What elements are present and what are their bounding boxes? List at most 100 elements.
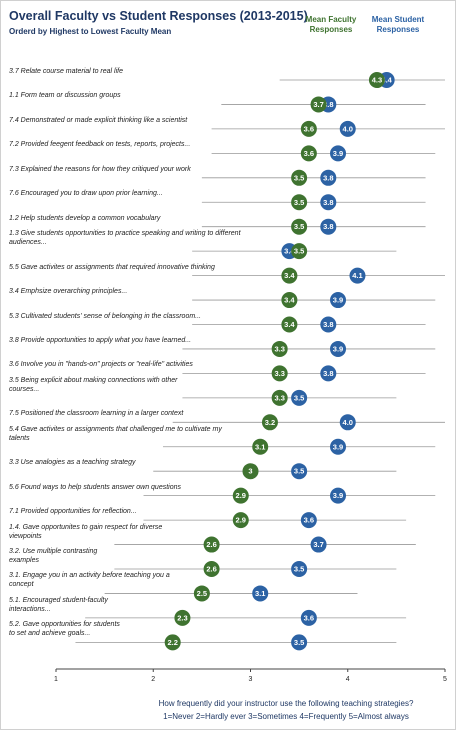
dot bbox=[291, 218, 308, 235]
dot bbox=[271, 340, 288, 357]
value-label: 4.3 bbox=[372, 76, 382, 85]
dot bbox=[320, 316, 337, 333]
dot bbox=[291, 561, 308, 577]
dot bbox=[203, 561, 220, 577]
value-label: 3.5 bbox=[294, 565, 304, 574]
value-label: 2.9 bbox=[236, 516, 246, 525]
dot bbox=[310, 536, 327, 553]
category-label: 3.2. Use multiple contrasting examples bbox=[9, 548, 98, 564]
value-label: 3.5 bbox=[294, 247, 304, 256]
dot bbox=[349, 267, 366, 284]
category-label: 7.5 Positioned the classroom learning in… bbox=[9, 410, 184, 418]
category-label: 5.1. Encouraged student-faculty interact… bbox=[9, 596, 108, 613]
value-label: 3.6 bbox=[304, 149, 314, 158]
value-label: 3.8 bbox=[323, 222, 333, 231]
x-tick-label: 5 bbox=[443, 676, 447, 683]
value-label: 2.3 bbox=[177, 613, 187, 622]
value-label: 3.8 bbox=[323, 369, 333, 378]
dot bbox=[291, 243, 308, 260]
category-label: 5.3 Cultivated students' sense of belong… bbox=[9, 312, 202, 320]
category-label: 3.7 Relate course material to real life bbox=[9, 68, 123, 75]
dot bbox=[320, 218, 337, 235]
value-label: 3.5 bbox=[294, 638, 304, 647]
category-label: 5.5 Gave activites or assignments that r… bbox=[9, 263, 215, 271]
category-label: 1.3 Give students opportunities to pract… bbox=[9, 230, 241, 247]
dot bbox=[252, 585, 269, 602]
dot bbox=[330, 292, 347, 309]
value-label: 3.5 bbox=[294, 198, 304, 207]
dot bbox=[164, 634, 181, 651]
value-label: 3.4 bbox=[284, 271, 295, 280]
dot bbox=[174, 609, 191, 626]
chart-title: Overall Faculty vs Student Responses (20… bbox=[9, 9, 308, 23]
value-label: 4.0 bbox=[343, 418, 353, 427]
value-label: 3.3 bbox=[274, 369, 284, 378]
dot bbox=[232, 487, 249, 504]
dot bbox=[281, 292, 298, 309]
value-label: 3.5 bbox=[294, 173, 304, 182]
category-label: 7.1 Provided opportunities for reflectio… bbox=[9, 508, 137, 516]
dot bbox=[320, 365, 337, 382]
x-tick-label: 2 bbox=[151, 676, 155, 683]
dot bbox=[300, 120, 317, 137]
dot bbox=[281, 267, 298, 284]
value-label: 3.1 bbox=[255, 442, 265, 451]
value-label: 3.5 bbox=[294, 222, 304, 231]
dot bbox=[291, 194, 308, 211]
x-tick-label: 4 bbox=[346, 676, 350, 683]
dot bbox=[291, 169, 308, 186]
category-label: 3.5 Being explicit about making connecti… bbox=[9, 376, 178, 393]
value-label: 3.9 bbox=[333, 491, 343, 500]
value-label: 2.5 bbox=[197, 589, 207, 598]
dot bbox=[368, 72, 385, 88]
category-label: 7.3 Explained the reasons for how they c… bbox=[9, 165, 191, 173]
category-label: 1.2 Help students develop a common vocab… bbox=[9, 214, 161, 222]
dot bbox=[291, 389, 308, 406]
dot bbox=[261, 414, 278, 431]
category-label: 3.4 Emphsize overarching principles... bbox=[9, 288, 128, 296]
dot bbox=[320, 194, 337, 211]
dot bbox=[203, 536, 220, 553]
value-label: 3.5 bbox=[294, 467, 304, 476]
value-label: 3.7 bbox=[313, 540, 323, 549]
value-label: 3.4 bbox=[284, 247, 295, 256]
category-label: 7.4 Demonstrated or made explicit thinki… bbox=[9, 116, 188, 124]
dot bbox=[232, 512, 249, 529]
value-label: 3.1 bbox=[255, 589, 265, 598]
value-label: 3.8 bbox=[323, 198, 333, 207]
value-label: 3.9 bbox=[333, 296, 343, 305]
dot bbox=[339, 120, 356, 137]
category-label: 5.2. Gave opportunities for students to … bbox=[9, 621, 120, 638]
dot bbox=[252, 438, 269, 455]
dot bbox=[271, 365, 288, 382]
dot bbox=[291, 463, 308, 480]
value-label: 3.3 bbox=[274, 344, 284, 353]
value-label: 4.4 bbox=[381, 76, 392, 85]
category-label: 7.6 Encouraged you to draw upon prior le… bbox=[9, 190, 163, 198]
value-label: 3.7 bbox=[313, 100, 323, 109]
chart-subtitle: Orderd by Highest to Lowest Faculty Mean bbox=[9, 27, 172, 36]
dot bbox=[291, 634, 308, 651]
legend-entry: Mean Student Responses bbox=[371, 15, 425, 34]
category-label: 3.3 Use analogies as a teaching strategy bbox=[9, 459, 136, 467]
value-label: 2.6 bbox=[206, 565, 216, 574]
dot bbox=[242, 463, 259, 480]
value-label: 3.2 bbox=[265, 418, 275, 427]
value-label: 2.9 bbox=[236, 491, 246, 500]
dot bbox=[339, 414, 356, 431]
category-label: 7.2 Provided feegent feedback on tests, … bbox=[9, 141, 191, 149]
value-label: 3.8 bbox=[323, 320, 333, 329]
value-label: 4.0 bbox=[343, 124, 353, 133]
x-scale-note: 1=Never 2=Hardly ever 3=Sometimes 4=Freq… bbox=[163, 712, 409, 721]
value-label: 2.2 bbox=[167, 638, 177, 647]
category-label: 1.4. Gave opportunites to gain respect f… bbox=[9, 523, 163, 540]
legend-entry: Mean Faculty Responses bbox=[305, 15, 357, 34]
dot bbox=[300, 145, 317, 162]
x-tick-label: 3 bbox=[249, 676, 253, 683]
value-label: 3.8 bbox=[323, 100, 333, 109]
dot bbox=[300, 609, 317, 626]
category-label: 3.8 Provide opportunities to apply what … bbox=[9, 336, 192, 344]
category-label: 3.6 Involve you in "hands-on" projects o… bbox=[9, 361, 193, 369]
